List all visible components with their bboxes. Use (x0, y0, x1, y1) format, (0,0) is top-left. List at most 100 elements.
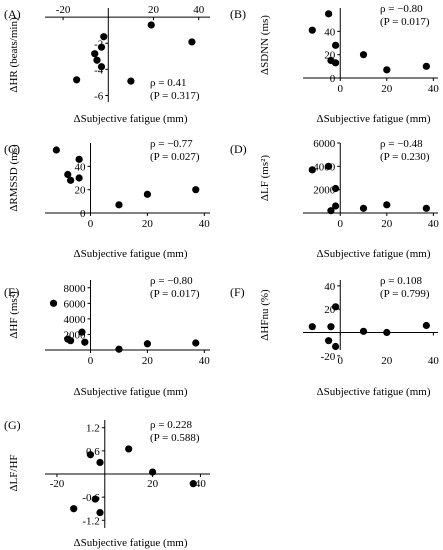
data-point (149, 468, 157, 476)
x-tick-label: 40 (428, 355, 440, 367)
data-point (115, 201, 123, 209)
y-tick-label: 20 (324, 304, 336, 316)
data-point (100, 33, 108, 41)
stat-rho: ρ = 0.228 (150, 419, 192, 431)
y-tick-label: 0 (80, 208, 86, 220)
data-point (86, 451, 95, 459)
y-tick-label: 6000 (313, 138, 336, 150)
data-point (75, 174, 83, 182)
x-tick-label: 0 (337, 83, 343, 95)
data-point (325, 10, 333, 18)
data-point (97, 43, 106, 51)
y-tick-label: -1.2 (82, 515, 99, 527)
x-tick-label: 20 (381, 83, 393, 95)
panel-label: (A) (4, 7, 21, 21)
x-tick-label: 20 (381, 218, 393, 230)
data-point (91, 50, 99, 58)
data-point (67, 176, 75, 184)
data-point (96, 458, 104, 467)
x-tick-label: 40 (428, 83, 440, 95)
y-tick-label: 2000 (313, 185, 336, 197)
data-point (331, 202, 340, 210)
data-point (147, 21, 155, 29)
data-point (422, 204, 430, 212)
data-point (64, 170, 72, 179)
x-tick-label: 0 (88, 218, 94, 230)
data-point (331, 342, 340, 351)
y-tick-label: 40 (75, 161, 87, 173)
x-axis-label: ΔSubjective fatigue (mm) (74, 537, 188, 549)
data-point (127, 77, 135, 85)
panel-label: (F) (230, 285, 245, 299)
y-tick-label: 8000 (64, 283, 87, 295)
x-tick-label: 20 (142, 355, 154, 367)
data-point (125, 445, 133, 453)
data-point (327, 323, 335, 331)
data-point (192, 186, 200, 194)
data-point (383, 328, 391, 337)
x-tick-label: -20 (56, 4, 71, 16)
data-point (192, 339, 200, 347)
data-point (75, 155, 83, 163)
data-point (81, 338, 89, 346)
y-tick-label: -6 (94, 90, 104, 102)
x-tick-label: 40 (193, 4, 205, 16)
x-tick-label: 20 (148, 4, 160, 16)
x-tick-label: -20 (50, 478, 65, 490)
data-point (359, 327, 368, 335)
data-point (143, 190, 152, 198)
stat-rho: ρ = −0.80 (150, 275, 193, 287)
panel-label: (D) (230, 142, 247, 156)
scatter-panel: 0 20 40 6000 4000 2000 (D) ΔLF (ms²) ΔSubjective… (230, 138, 439, 260)
y-tick-label: 0 (330, 73, 336, 85)
data-point (422, 321, 430, 330)
stat-rho: ρ = −0.80 (380, 3, 423, 15)
data-point (359, 204, 368, 212)
data-point (189, 480, 197, 488)
y-axis-label: ΔRMSSD (ms) (8, 144, 20, 212)
y-tick-label: 6000 (64, 298, 87, 310)
scatter-panel: 0 20 40 0 20 40 (B) ΔSDNN (ms) ΔSubjective fatig… (230, 3, 439, 125)
x-tick-label: 0 (88, 355, 94, 367)
x-tick-label: 20 (147, 478, 159, 490)
panel-label: (B) (230, 7, 246, 21)
y-tick-label: 20 (324, 50, 336, 62)
data-point (73, 76, 81, 84)
data-point (327, 207, 335, 215)
y-tick-label: 20 (75, 185, 87, 197)
data-point (91, 495, 99, 503)
x-axis-label: ΔSubjective fatigue (mm) (74, 113, 188, 125)
data-point (331, 184, 340, 193)
data-point (70, 505, 78, 513)
data-point (97, 63, 106, 71)
data-point (325, 162, 333, 170)
stat-p: (P = 0.017) (380, 16, 430, 28)
data-point (331, 303, 340, 311)
panel-label: (G) (4, 418, 21, 432)
data-point (383, 66, 391, 74)
data-point (49, 299, 58, 307)
x-tick-label: 0 (337, 355, 343, 367)
x-tick-label: 20 (381, 355, 393, 367)
x-axis-label: ΔSubjective fatigue (mm) (317, 386, 431, 398)
scatter-panel: -20 20 40 -2 -4 -6 (A)ΔHR (beats/min) ΔSubjecti… (4, 4, 210, 125)
scatter-panel: -20 20 401.20.6-0.6-1.2(G)ΔLF/HFΔSubjectiv… (4, 418, 210, 549)
stat-rho: ρ = 0.41 (150, 77, 186, 89)
stat-p: (P = 0.588) (150, 432, 200, 444)
y-tick-label: -2 (94, 38, 103, 50)
data-point (331, 59, 340, 67)
data-point (143, 340, 152, 348)
x-tick-label: 40 (195, 478, 207, 490)
stat-p: (P = 0.017) (150, 288, 200, 300)
x-tick-label: 40 (199, 218, 211, 230)
data-point (325, 337, 333, 345)
stat-p: (P = 0.799) (380, 288, 430, 300)
y-axis-label: ΔHFnu (%) (259, 289, 271, 341)
data-point (188, 38, 196, 46)
data-point (96, 508, 104, 517)
data-point (67, 337, 75, 345)
x-axis-label: ΔSubjective fatigue (mm) (74, 248, 188, 260)
y-axis-label: ΔHF (ms²) (8, 291, 20, 339)
